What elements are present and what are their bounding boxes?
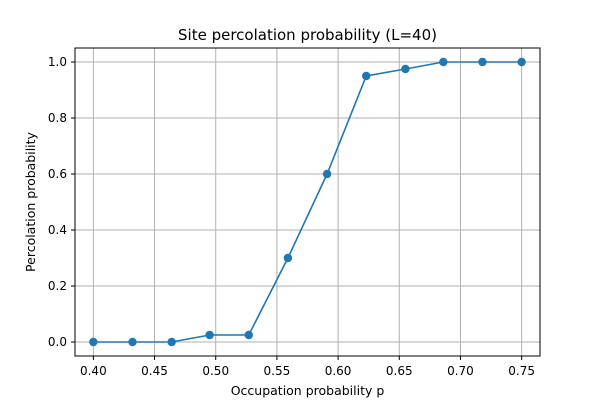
y-tick-label: 0.0 — [48, 335, 67, 349]
data-point — [283, 253, 293, 263]
data-point — [401, 64, 410, 74]
x-tick-label: 0.65 — [386, 364, 413, 378]
series-line — [93, 61, 522, 343]
y-tick-label: 1.0 — [48, 55, 67, 69]
x-tick-label: 0.75 — [508, 364, 535, 378]
chart-title: Site percolation probability (L=40) — [178, 26, 437, 44]
x-tick-label: 0.70 — [447, 364, 474, 378]
x-tick-label: 0.50 — [202, 364, 229, 378]
data-point — [244, 330, 253, 340]
x-axis-label: Occupation probability p — [231, 383, 385, 398]
x-tick-label: 0.55 — [264, 364, 291, 378]
grid-layer — [75, 48, 540, 356]
x-tick-label: 0.60 — [325, 364, 352, 378]
y-tick-label: 0.8 — [48, 111, 67, 125]
x-tick-label: 0.40 — [80, 364, 107, 378]
y-tick-label: 0.4 — [48, 223, 67, 237]
data-point — [128, 337, 137, 347]
tick-layer: 0.40 0.45 0.50 0.55 0.60 0.65 0.70 0.75 0.0 0.2 0.… — [48, 55, 535, 378]
data-point — [439, 57, 448, 67]
x-tick-label: 0.45 — [141, 364, 168, 378]
data-point — [517, 57, 526, 67]
y-axis-label: Percolation probability — [23, 131, 38, 272]
data-point — [478, 57, 487, 67]
data-point — [322, 169, 332, 179]
plot-area-frame — [74, 47, 541, 357]
data-point — [205, 330, 214, 340]
data-point — [362, 71, 371, 81]
y-tick-label: 0.2 — [48, 279, 67, 293]
series-layer — [89, 57, 526, 347]
y-tick-label: 0.6 — [48, 167, 67, 181]
data-point — [89, 337, 98, 347]
data-point — [167, 337, 176, 347]
